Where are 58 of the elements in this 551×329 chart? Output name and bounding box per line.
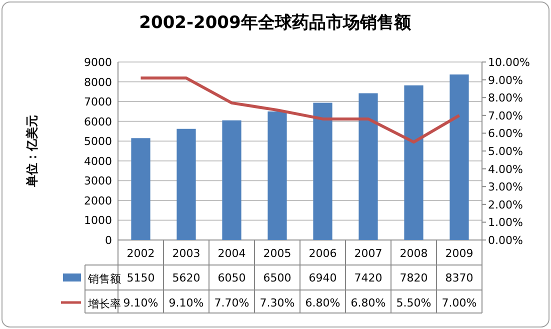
bar (450, 74, 469, 240)
y-axis-title: 单位：亿美元 (25, 115, 39, 188)
y2-tick-label: 0.00% (488, 234, 523, 247)
y-tick-label: 9000 (84, 56, 112, 69)
data-label: 6.80% (350, 296, 386, 310)
bar (404, 85, 424, 240)
data-label: 5150 (126, 272, 155, 284)
data-label: 6500 (263, 272, 292, 284)
bar (268, 111, 287, 240)
y-tick-label: 4000 (84, 154, 112, 168)
x-tick-label: 2005 (263, 247, 292, 260)
bar (131, 138, 150, 240)
x-tick-label: 2003 (172, 247, 200, 260)
data-label: 5.50% (396, 296, 432, 310)
y-tick-label: 7000 (84, 96, 112, 109)
x-tick-label: 2002 (126, 247, 155, 260)
y-tick-label: 2000 (84, 194, 112, 208)
x-tick-label: 2008 (400, 247, 428, 260)
data-label: 6050 (218, 272, 246, 284)
data-label: 6.80% (305, 296, 340, 310)
bar (222, 120, 242, 240)
y2-tick-label: 9.00% (488, 74, 523, 87)
y2-tick-label: 6.00% (488, 127, 523, 140)
bar (358, 93, 378, 240)
data-label: 7.00% (442, 296, 477, 310)
legend-label: 增长率 (87, 298, 121, 310)
y-tick-label: 6000 (84, 115, 112, 128)
y2-tick-label: 8.00% (488, 92, 523, 105)
data-label: 9.10% (168, 296, 204, 310)
x-tick-label: 2009 (445, 247, 474, 260)
x-tick-label: 2006 (308, 247, 337, 260)
y2-tick-label: 5.00% (488, 145, 523, 158)
y2-tick-label: 10.00% (488, 56, 530, 69)
y-tick-label: 8000 (84, 76, 112, 89)
y2-tick-label: 3.00% (488, 180, 523, 194)
y2-tick-label: 7.00% (488, 109, 523, 122)
y2-tick-label: 1.00% (488, 216, 523, 230)
data-label: 9.10% (123, 296, 158, 310)
y2-tick-label: 2.00% (488, 198, 523, 212)
x-tick-label: 2007 (354, 247, 382, 260)
data-label: 7.70% (214, 296, 250, 310)
y-tick-label: 5000 (84, 135, 112, 148)
data-label: 6940 (308, 272, 337, 284)
y2-tick-label: 4.00% (488, 162, 523, 176)
data-label: 7.30% (260, 296, 295, 310)
y-tick-label: 0 (105, 234, 112, 247)
legend-label: 销售额 (87, 272, 121, 286)
chart-title: 2002-2009年全球药品市场销售额 (139, 13, 412, 33)
bar (176, 128, 196, 240)
y-tick-label: 3000 (84, 174, 112, 188)
y-tick-label: 1000 (84, 214, 112, 228)
data-label: 7420 (354, 272, 382, 284)
line-series (139, 76, 461, 144)
bar (313, 102, 332, 240)
data-label: 5620 (172, 272, 200, 284)
data-label: 8370 (445, 272, 474, 284)
x-tick-label: 2004 (218, 247, 246, 260)
data-label: 7820 (400, 272, 428, 284)
